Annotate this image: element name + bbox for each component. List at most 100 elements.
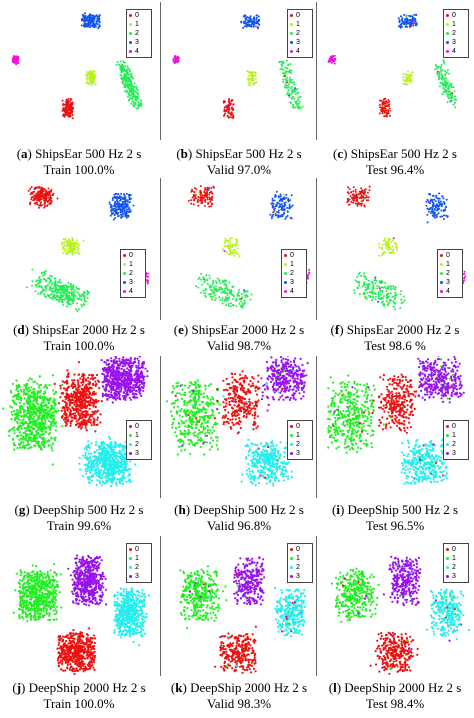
series-class-1 <box>221 237 241 258</box>
data-point <box>90 18 92 21</box>
caption-line1: (e) ShipsEar 2000 Hz 2 s <box>173 322 305 337</box>
data-point <box>108 381 111 384</box>
data-point <box>45 269 48 272</box>
data-point <box>389 109 392 112</box>
data-point <box>33 410 36 413</box>
data-point <box>63 115 66 118</box>
data-point <box>23 384 26 387</box>
data-point <box>39 203 42 206</box>
data-point <box>292 95 294 98</box>
data-point <box>443 201 446 204</box>
data-point <box>210 190 213 193</box>
data-point <box>124 196 127 199</box>
data-point <box>232 285 235 288</box>
data-point <box>235 305 238 308</box>
data-point <box>187 199 190 202</box>
data-point <box>290 205 293 208</box>
data-point <box>126 65 129 68</box>
data-point <box>89 399 92 402</box>
legend-label: 1 <box>452 21 456 28</box>
data-point <box>276 201 279 204</box>
data-point <box>408 25 411 28</box>
data-point <box>91 25 94 28</box>
data-point <box>122 391 125 394</box>
legend-entry: 0 <box>129 11 149 20</box>
data-point <box>383 304 386 307</box>
data-point <box>55 294 58 297</box>
data-point <box>123 384 127 387</box>
data-point <box>203 281 206 284</box>
data-point <box>294 93 297 96</box>
data-point <box>135 364 138 367</box>
data-point <box>113 207 116 210</box>
data-point <box>274 212 277 215</box>
data-point <box>374 282 377 285</box>
data-point <box>279 195 282 198</box>
data-point <box>256 27 259 30</box>
data-point <box>43 427 46 431</box>
data-point <box>23 427 26 430</box>
data-point <box>132 89 135 92</box>
data-point <box>437 200 440 202</box>
data-point <box>73 373 76 376</box>
data-point <box>220 286 223 289</box>
data-point <box>384 281 387 284</box>
data-point <box>450 84 453 87</box>
data-point <box>85 395 88 399</box>
legend-marker <box>446 41 449 44</box>
data-point <box>200 272 203 275</box>
data-point <box>82 379 85 382</box>
data-point <box>450 82 453 85</box>
data-point <box>79 424 82 427</box>
data-point <box>71 106 74 109</box>
data-point <box>45 280 48 283</box>
data-point <box>109 214 112 217</box>
data-point <box>133 395 136 398</box>
series-class-3 <box>80 12 101 30</box>
data-point <box>217 288 220 291</box>
data-point <box>27 390 30 393</box>
data-point <box>47 412 50 415</box>
data-point <box>230 100 233 103</box>
data-point <box>232 295 235 298</box>
data-point <box>67 303 70 306</box>
data-point <box>87 380 90 383</box>
data-point <box>364 286 367 289</box>
data-point <box>61 244 63 247</box>
data-point <box>356 204 359 207</box>
data-point <box>87 83 90 86</box>
data-point <box>276 211 279 213</box>
data-point <box>368 283 371 285</box>
legend-label: 3 <box>135 39 139 46</box>
data-point <box>131 92 134 95</box>
data-point <box>243 299 246 302</box>
data-point <box>39 292 42 295</box>
data-point <box>289 80 292 83</box>
data-point <box>35 396 38 399</box>
data-point <box>132 85 135 88</box>
legend-marker <box>123 263 126 266</box>
data-point <box>64 411 67 414</box>
data-point <box>236 243 239 246</box>
data-point <box>450 99 453 102</box>
data-point <box>281 200 284 203</box>
data-point <box>34 407 37 410</box>
data-point <box>53 290 56 293</box>
data-point <box>242 26 245 29</box>
data-point <box>210 202 213 205</box>
data-point <box>62 251 65 254</box>
data-point <box>74 252 77 255</box>
data-point <box>63 108 66 111</box>
data-point <box>37 422 41 425</box>
data-point <box>431 199 434 202</box>
data-point <box>110 391 113 394</box>
data-point <box>365 194 368 197</box>
legend-marker <box>446 14 449 17</box>
data-point <box>443 70 446 72</box>
data-point <box>210 288 212 291</box>
data-point <box>67 247 70 250</box>
data-point <box>72 401 75 404</box>
data-point <box>431 206 434 209</box>
data-point <box>87 77 90 80</box>
data-point <box>62 418 66 421</box>
